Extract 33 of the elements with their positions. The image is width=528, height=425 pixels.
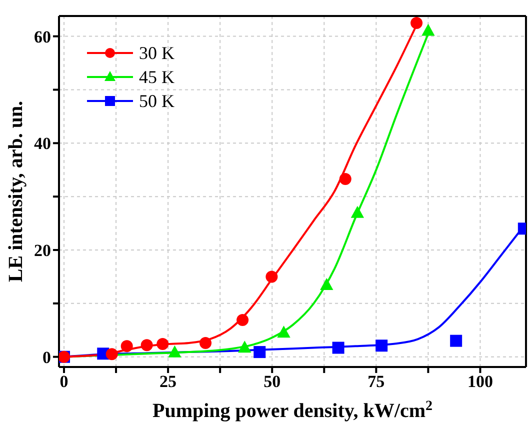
x-tick-label: 25: [160, 372, 177, 392]
point: [168, 345, 182, 358]
x-tick-label: 100: [467, 372, 493, 392]
point: [200, 336, 212, 349]
point: [236, 314, 249, 326]
point: [238, 340, 252, 353]
y-tick-label: 20: [34, 241, 51, 260]
point: [140, 339, 153, 352]
point: [450, 334, 462, 347]
x-tick-label: 75: [368, 372, 385, 392]
legend-label: 30 K: [139, 42, 174, 65]
point: [277, 326, 290, 338]
point: [339, 172, 352, 185]
point: [254, 346, 266, 358]
legend-label: 50 K: [139, 90, 174, 113]
y-tick-label: 40: [34, 134, 51, 154]
point: [106, 348, 118, 360]
point: [376, 340, 388, 352]
legend-label: 45 K: [139, 66, 174, 89]
point: [350, 206, 364, 218]
x-axis-title: Pumping power density, kW/cm$^{2}$: [152, 398, 432, 422]
point: [332, 342, 344, 354]
x-tick-label: 0: [60, 372, 68, 392]
point: [410, 16, 423, 29]
point: [320, 278, 334, 290]
point: [422, 24, 435, 36]
y-axis-title: LE intensity, arb. un.: [5, 100, 27, 282]
y-tick-label: 60: [34, 27, 51, 46]
point: [120, 340, 133, 352]
point: [156, 338, 169, 350]
y-tick-label: 0: [42, 348, 51, 367]
point: [266, 270, 278, 283]
x-tick-label: 50: [264, 372, 281, 392]
